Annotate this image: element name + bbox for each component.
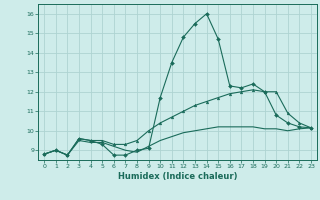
X-axis label: Humidex (Indice chaleur): Humidex (Indice chaleur) bbox=[118, 172, 237, 181]
